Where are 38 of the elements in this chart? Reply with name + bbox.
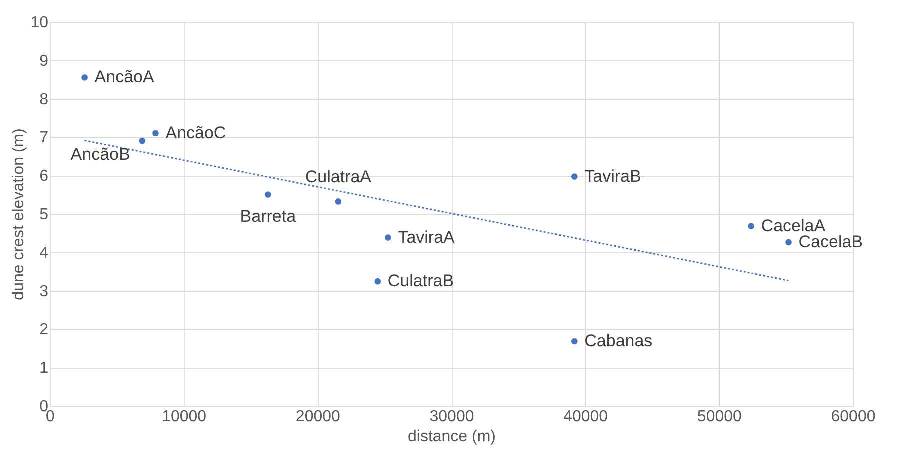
- annotation: CulatraA: [305, 168, 372, 187]
- y-tick-label: 7: [40, 130, 49, 147]
- point: [374, 278, 382, 285]
- annotation: AncãoC: [166, 123, 226, 142]
- point: [152, 130, 159, 137]
- annotation: AncãoA: [94, 68, 155, 87]
- y-tick-label: 6: [40, 168, 49, 186]
- y-axis-title: dune crest elevation (m): [10, 128, 28, 300]
- point: [335, 198, 342, 205]
- y-tick-label: 9: [40, 52, 49, 70]
- annotation: Barreta: [240, 206, 297, 226]
- point: [571, 174, 578, 180]
- annotation: CulatraB: [388, 272, 454, 291]
- y-tick-label: 1: [40, 360, 49, 378]
- x-axis-title: distance (m): [408, 428, 496, 446]
- point: [385, 234, 392, 241]
- annotation: TaviraA: [398, 228, 456, 247]
- y-tick-label: 5: [40, 206, 49, 224]
- point: [264, 192, 272, 198]
- x-tick-label: 20000: [296, 408, 341, 426]
- point: [748, 223, 754, 230]
- point: [571, 338, 578, 345]
- point: [139, 138, 146, 144]
- y-tick-label: 2: [40, 322, 49, 339]
- x-tick-label: 10000: [162, 408, 207, 426]
- y-tick-label: 8: [40, 91, 49, 108]
- annotation: AncãoB: [70, 145, 130, 164]
- x-tick-label: 40000: [564, 408, 608, 426]
- x-tick-label: 50000: [697, 408, 742, 426]
- annotation: Cabanas: [584, 331, 653, 350]
- y-tick-label: 10: [30, 14, 49, 32]
- point: [786, 239, 792, 246]
- x-tick-label: 60000: [831, 408, 876, 426]
- point: [82, 74, 88, 81]
- annotation: TaviraB: [584, 166, 642, 186]
- x-tick-label: 30000: [430, 408, 474, 426]
- y-tick-label: 3: [40, 283, 49, 300]
- y-tick-label: 4: [40, 244, 49, 262]
